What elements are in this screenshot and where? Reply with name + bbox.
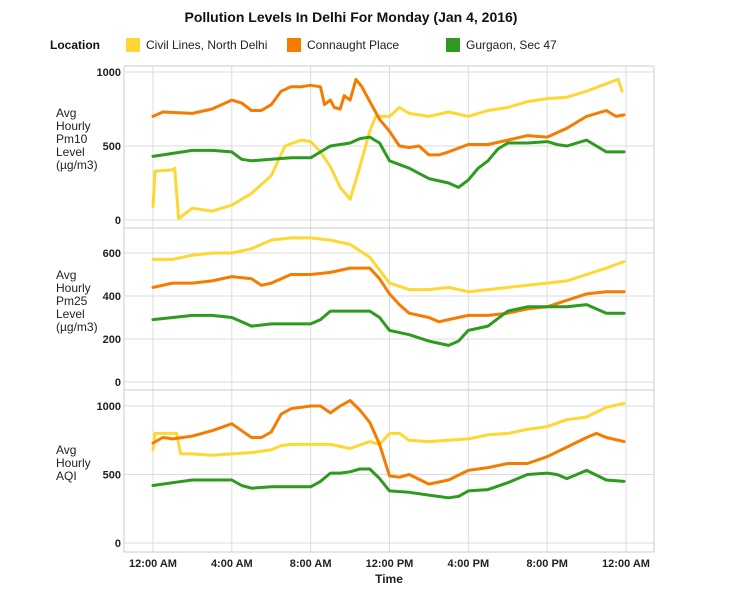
- x-tick-label: 4:00 PM: [448, 558, 490, 570]
- y-axis-label: Avg Hourly Pm10 Level (µg/m3): [56, 106, 98, 172]
- x-tick-label: 8:00 AM: [290, 558, 332, 570]
- y-axis-label-line: Hourly: [56, 456, 91, 470]
- legend: Location Civil Lines, North Delhi Connaugh…: [50, 38, 557, 52]
- y-tick-label: 1000: [97, 67, 121, 79]
- y-tick-label: 0: [115, 215, 121, 227]
- y-axis-label-line: (µg/m3): [56, 158, 98, 172]
- y-axis-label-line: Avg: [56, 268, 76, 282]
- y-tick-label: 600: [103, 248, 121, 260]
- x-tick-label: 8:00 PM: [526, 558, 568, 570]
- legend-label-connaught-place: Connaught Place: [307, 38, 399, 52]
- y-axis-label-line: Hourly: [56, 281, 91, 295]
- y-tick-label: 0: [115, 377, 121, 389]
- series-line-civil-lines-north-delhi: [151, 236, 626, 294]
- y-axis-label-line: Avg: [56, 443, 76, 457]
- y-tick-label: 0: [115, 538, 121, 550]
- x-tick-label: 12:00 AM: [602, 558, 650, 570]
- legend-entry-civil-lines-north-delhi: Civil Lines, North Delhi: [126, 38, 267, 52]
- series-line-gurgaon-sec-47: [151, 467, 626, 500]
- y-axis-label-line: Pm10: [56, 132, 88, 146]
- legend-swatch-connaught-place: [287, 38, 301, 52]
- y-axis-label-line: Pm25: [56, 294, 88, 308]
- x-tick-label: 12:00 PM: [366, 558, 414, 570]
- legend-entry-connaught-place: Connaught Place: [287, 38, 399, 52]
- chart-title: Pollution Levels In Delhi For Monday (Ja…: [185, 9, 518, 25]
- x-axis: 12:00 AM 4:00 AM 8:00 AM 12:00 PM 4:00 PM 8:0…: [129, 558, 650, 570]
- legend-swatch-civil-lines-north-delhi: [126, 38, 140, 52]
- legend-label-gurgaon-sec-47: Gurgaon, Sec 47: [466, 38, 557, 52]
- y-axis-label-line: AQI: [56, 469, 77, 483]
- panel-1: 0 500 1000 Avg Hourly Pm10 Level (µg/m3): [56, 65, 655, 229]
- x-axis-label: Time: [375, 572, 403, 586]
- series-line-gurgaon-sec-47: [151, 135, 626, 189]
- y-axis-label-line: Avg: [56, 106, 76, 120]
- legend-entry-gurgaon-sec-47: Gurgaon, Sec 47: [446, 38, 557, 52]
- y-tick-label: 1000: [97, 401, 121, 413]
- y-axis-label-line: (µg/m3): [56, 320, 98, 334]
- legend-swatch-gurgaon-sec-47: [446, 38, 460, 52]
- y-axis-label-line: Level: [56, 307, 85, 321]
- y-tick-label: 500: [103, 470, 121, 482]
- series-line-gurgaon-sec-47: [151, 303, 626, 347]
- series-line-connaught-place: [151, 77, 626, 157]
- legend-heading: Location: [50, 38, 100, 52]
- series-line-connaught-place: [151, 266, 626, 324]
- series-line-civil-lines-north-delhi: [151, 77, 624, 220]
- series-line-connaught-place: [151, 399, 626, 486]
- y-axis-label-line: Level: [56, 145, 85, 159]
- y-tick-label: 400: [103, 291, 121, 303]
- x-tick-label: 12:00 AM: [129, 558, 177, 570]
- y-tick-label: 500: [103, 141, 121, 153]
- panel-frame: [123, 389, 655, 553]
- legend-label-civil-lines-north-delhi: Civil Lines, North Delhi: [146, 38, 267, 52]
- y-axis-label: Avg Hourly AQI: [56, 443, 91, 483]
- panel-3: 0 500 1000 Avg Hourly AQI: [56, 389, 655, 553]
- y-tick-label: 200: [103, 334, 121, 346]
- series-line-civil-lines-north-delhi: [151, 401, 626, 457]
- x-tick-label: 4:00 AM: [211, 558, 253, 570]
- y-axis-label-line: Hourly: [56, 119, 91, 133]
- panel-2: 0 200 400 600 Avg Hourly Pm25 Level (µg/m3): [56, 227, 655, 391]
- y-axis-label: Avg Hourly Pm25 Level (µg/m3): [56, 268, 98, 334]
